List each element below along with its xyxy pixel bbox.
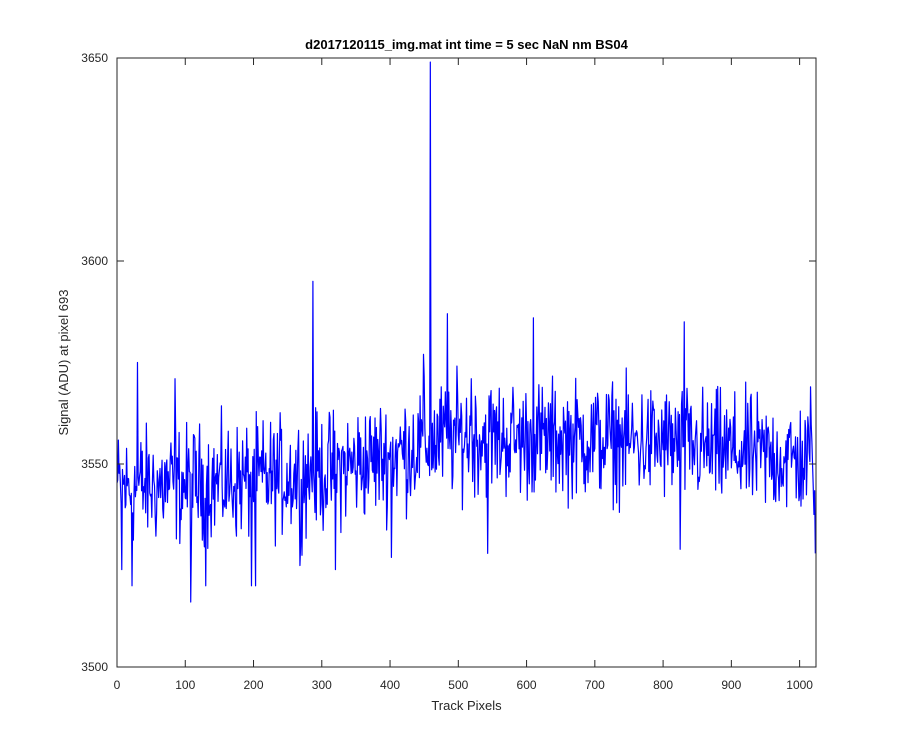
series-line [116,61,816,603]
x-tick-label: 800 [653,678,673,692]
x-tick-label: 600 [517,678,537,692]
plot-area [117,58,816,667]
y-tick-label: 3650 [81,51,108,65]
y-axis-title: Signal (ADU) at pixel 693 [56,290,71,436]
x-tick-label: 0 [114,678,121,692]
x-tick-label: 300 [312,678,332,692]
x-tick-label: 400 [380,678,400,692]
y-tick-label: 3600 [81,254,108,268]
y-tick-label: 3550 [81,457,108,471]
y-tick-label: 3500 [81,660,108,674]
x-tick-label: 100 [175,678,195,692]
chart-title: d2017120115_img.mat int time = 5 sec NaN… [305,37,628,52]
x-tick-label: 500 [448,678,468,692]
series-layer [116,61,816,603]
x-tick-label: 200 [244,678,264,692]
axes-box [116,57,817,668]
axes-layer [116,57,817,668]
x-tick-label: 1000 [786,678,813,692]
x-tick-label: 900 [721,678,741,692]
x-tick-label: 700 [585,678,605,692]
x-axis-title: Track Pixels [431,698,502,713]
ticks-layer: 0 100 200 300 400 500 600 700 800 900 1000 3500 3550… [81,51,816,692]
